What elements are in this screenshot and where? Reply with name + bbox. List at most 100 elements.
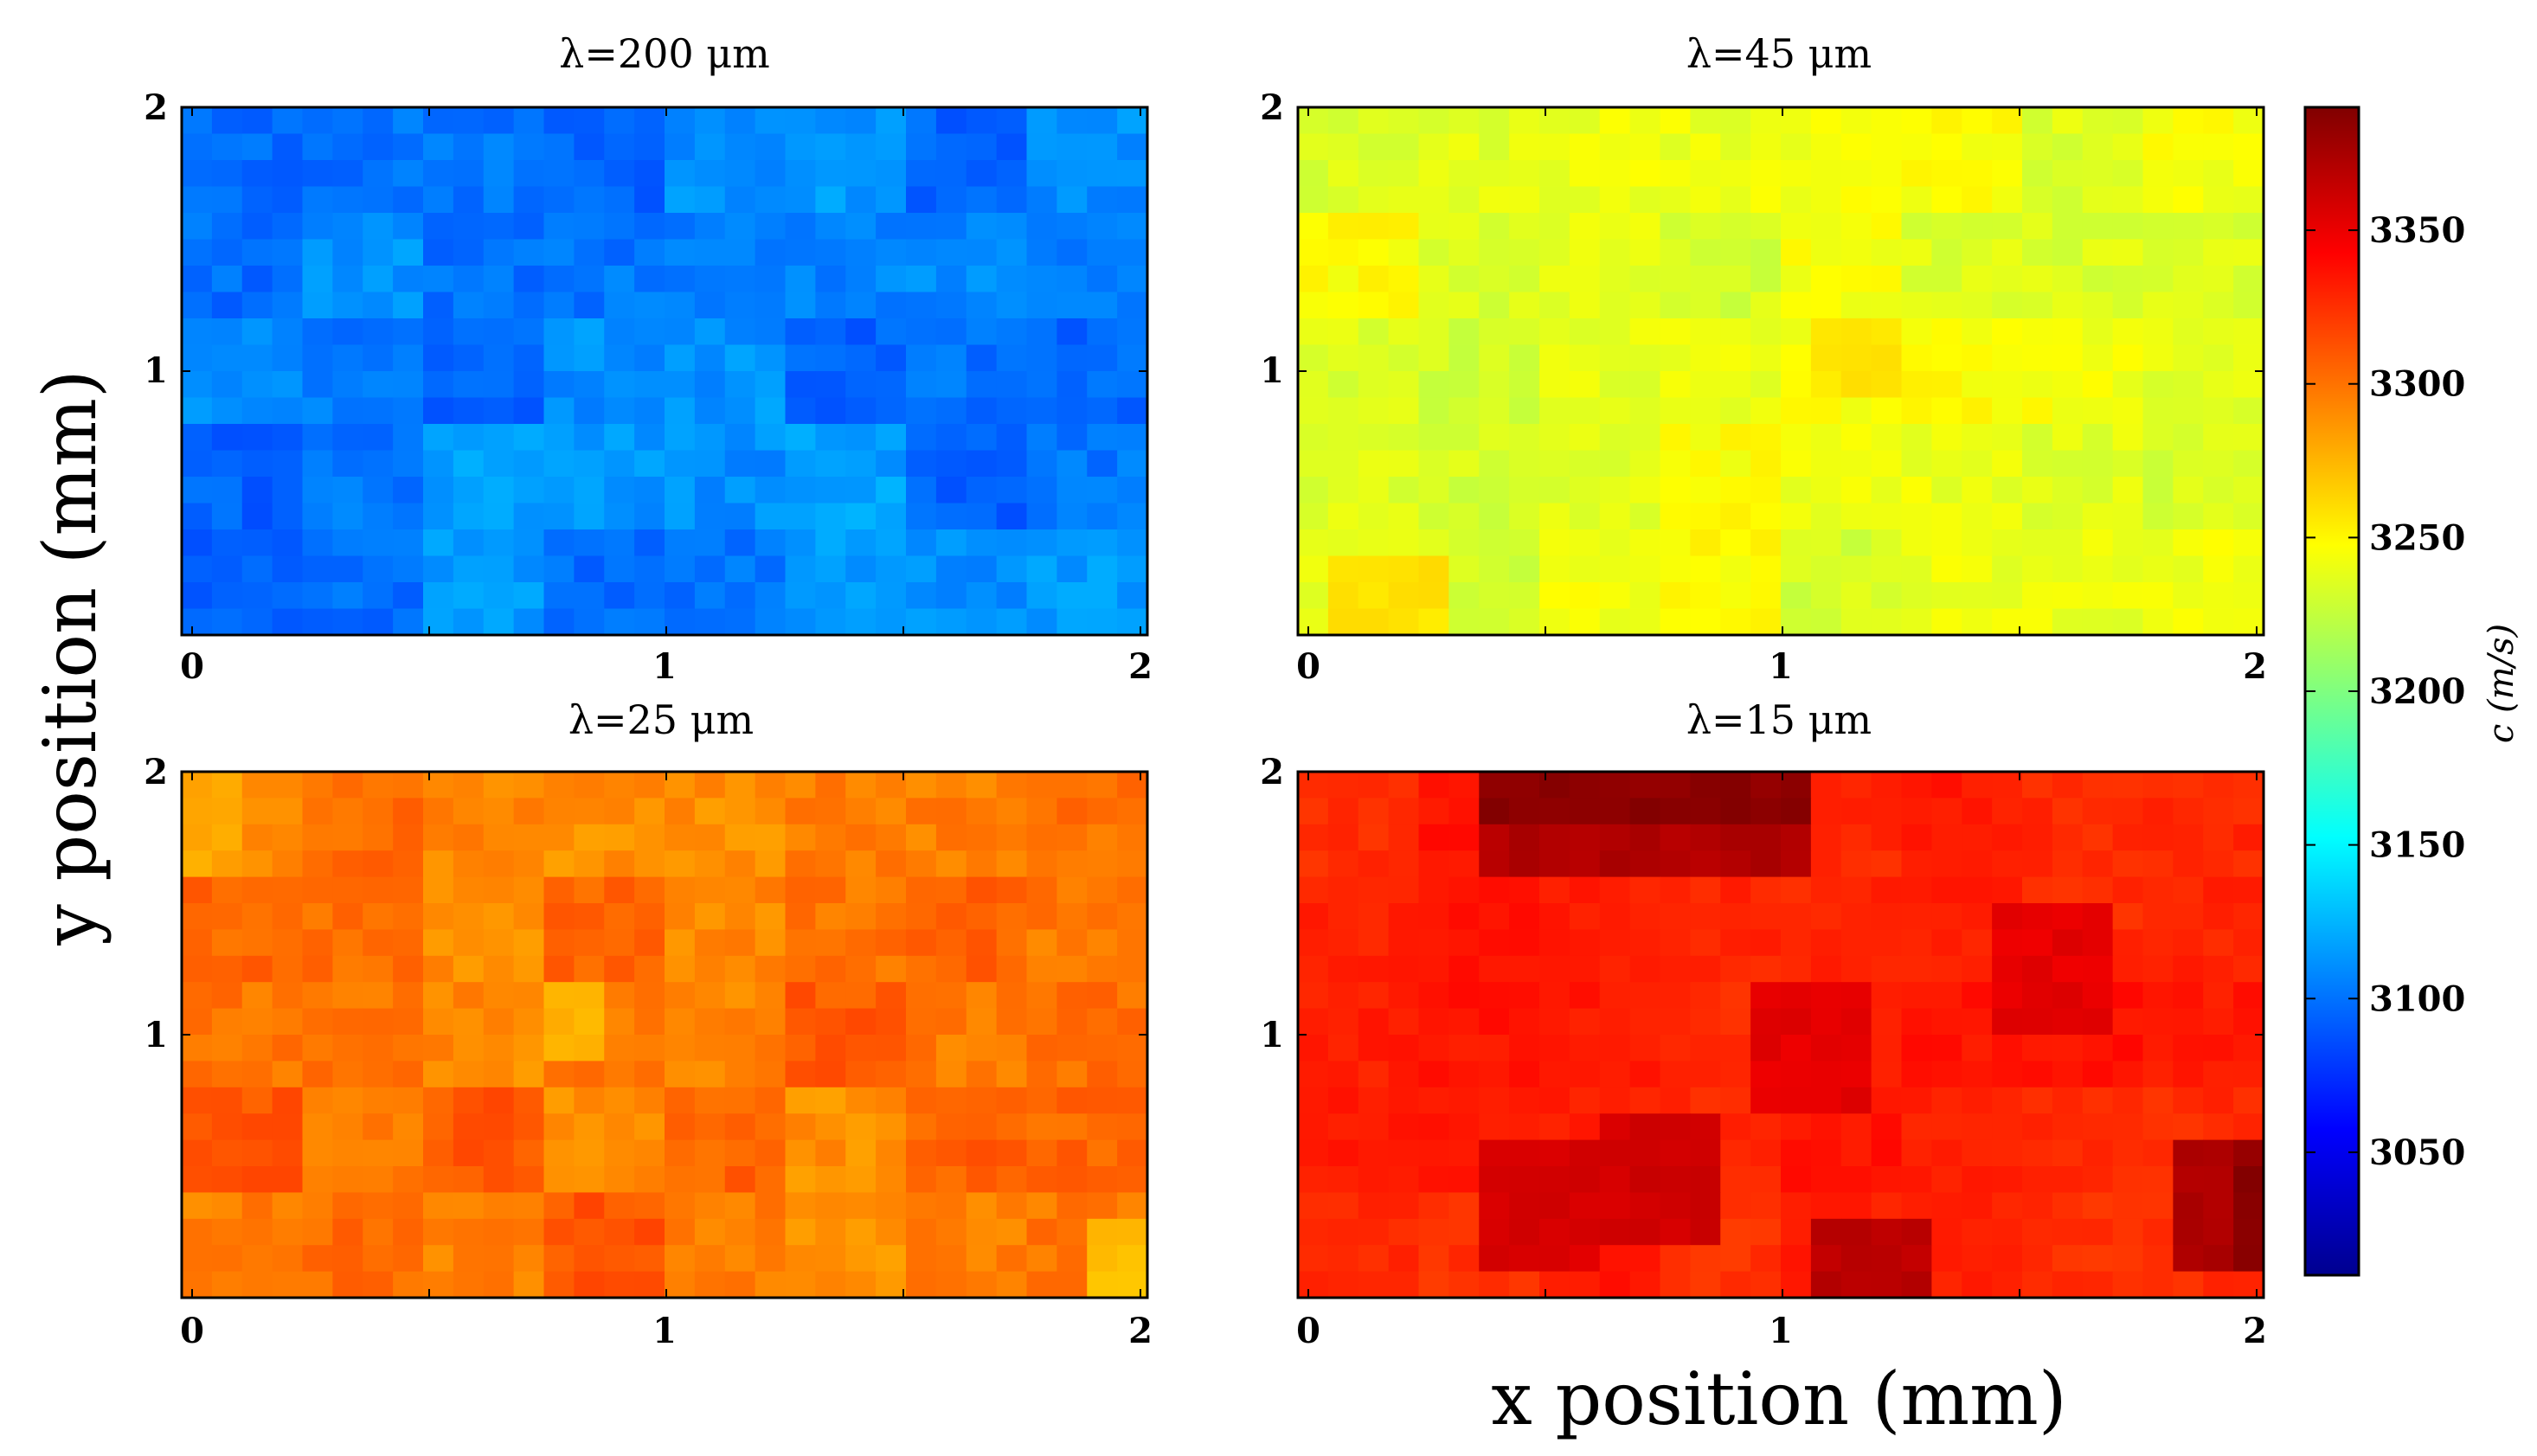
heatmap-cell <box>363 133 394 161</box>
heatmap-cell <box>241 1245 273 1273</box>
heatmap-cell <box>755 424 787 452</box>
heatmap-cell <box>604 1008 635 1036</box>
heatmap-cell <box>1720 107 1751 135</box>
heatmap-cell <box>634 903 665 930</box>
heatmap-cell <box>1750 1113 1782 1141</box>
heatmap-cell <box>966 582 998 610</box>
heatmap-cell <box>1781 266 1812 293</box>
heatmap-cell <box>634 266 665 293</box>
heatmap-cell <box>453 903 485 930</box>
heatmap-cell <box>996 1192 1028 1220</box>
heatmap-cell <box>1810 1035 1842 1062</box>
heatmap-cell <box>1871 1139 1903 1167</box>
heatmap-cell <box>423 1271 454 1299</box>
panel-2-tick-marks <box>1298 106 2264 635</box>
heatmap-cell <box>604 292 635 319</box>
heatmap-cell <box>543 424 575 452</box>
heatmap-cell <box>665 529 696 557</box>
heatmap-cell <box>1931 608 1962 636</box>
heatmap-cell <box>2233 318 2264 346</box>
heatmap-cell <box>1931 1218 1962 1246</box>
heatmap-cell <box>1901 239 1932 266</box>
heatmap-cell <box>241 1035 273 1062</box>
heatmap-cell <box>182 1139 213 1167</box>
heatmap-cell <box>1569 1087 1601 1114</box>
heatmap-cell <box>1599 798 1631 825</box>
heatmap-cell <box>1388 1035 1420 1062</box>
heatmap-cell <box>2022 903 2053 930</box>
heatmap-cell <box>1057 344 1088 372</box>
heatmap-cell <box>393 133 424 161</box>
heatmap-cell <box>1388 850 1420 878</box>
heatmap-cell <box>935 772 967 799</box>
heatmap-cell <box>755 1245 787 1273</box>
heatmap-cell <box>1358 1166 1390 1193</box>
heatmap-cell <box>1358 160 1390 188</box>
heatmap-cell <box>2142 371 2174 399</box>
heatmap-cell <box>1750 318 1782 346</box>
heatmap-cell <box>1962 477 1993 504</box>
heatmap-cell <box>1117 608 1148 636</box>
heatmap-cell <box>2052 186 2084 214</box>
heatmap-cell <box>2052 450 2084 478</box>
heatmap-cell <box>1992 1113 2023 1141</box>
heatmap-cell <box>1509 876 1540 904</box>
heatmap-cell <box>1057 772 1088 799</box>
heatmap-cell <box>996 1035 1028 1062</box>
heatmap-cell <box>665 1271 696 1299</box>
heatmap-cell <box>241 503 273 530</box>
heatmap-cell <box>1901 798 1932 825</box>
heatmap-cell <box>815 1218 846 1246</box>
heatmap-cell <box>543 1061 575 1088</box>
heatmap-cell <box>694 371 726 399</box>
heatmap-cell <box>1087 772 1118 799</box>
heatmap-cell <box>2203 850 2234 878</box>
heatmap-cell <box>453 772 485 799</box>
heatmap-cell <box>332 555 363 583</box>
heatmap-cell <box>1690 903 1721 930</box>
panel-3-ytick-1: 1 <box>144 1015 168 1055</box>
heatmap-cell <box>2022 529 2053 557</box>
heatmap-cell <box>1087 1035 1118 1062</box>
heatmap-cell <box>1629 133 1661 161</box>
heatmap-cell <box>393 1271 424 1299</box>
heatmap-cell <box>1781 582 1812 610</box>
heatmap-cell <box>241 371 273 399</box>
heatmap-cell <box>2082 371 2114 399</box>
heatmap-cell <box>966 503 998 530</box>
heatmap-cell <box>785 160 816 188</box>
heatmap-cell <box>1810 344 1842 372</box>
heatmap-cell <box>513 186 545 214</box>
heatmap-cell <box>634 318 665 346</box>
heatmap-cell <box>483 213 515 241</box>
panel-4-tick-marks <box>1298 771 2264 1298</box>
heatmap-cell <box>1358 292 1390 319</box>
heatmap-cell <box>1690 955 1721 983</box>
heatmap-cell <box>1479 160 1510 188</box>
heatmap-cell <box>2022 266 2053 293</box>
heatmap-cell <box>2173 1271 2204 1299</box>
heatmap-cell <box>1509 186 1540 214</box>
heatmap-cell <box>1840 239 1872 266</box>
heatmap-cell <box>604 213 635 241</box>
heatmap-cell <box>906 608 937 636</box>
heatmap-cell <box>423 503 454 530</box>
heatmap-cell <box>1962 1113 1993 1141</box>
heatmap-cell <box>2022 450 2053 478</box>
heatmap-cell <box>876 266 907 293</box>
heatmap-cell <box>241 582 273 610</box>
heatmap-cell <box>1117 582 1148 610</box>
heatmap-cell <box>694 903 726 930</box>
heatmap-cell <box>2112 929 2144 957</box>
heatmap-cell <box>996 424 1028 452</box>
heatmap-cell <box>423 1061 454 1088</box>
heatmap-cell <box>2112 318 2144 346</box>
heatmap-cell <box>1117 555 1148 583</box>
heatmap-cell <box>634 876 665 904</box>
panel-1: λ=200 μm 0 1 2 1 2 <box>144 30 1153 687</box>
heatmap-cell <box>574 450 605 478</box>
heatmap-cell <box>1629 1271 1661 1299</box>
heatmap-cell <box>1448 1087 1480 1114</box>
heatmap-cell <box>1117 772 1148 799</box>
heatmap-cell <box>1931 318 1962 346</box>
